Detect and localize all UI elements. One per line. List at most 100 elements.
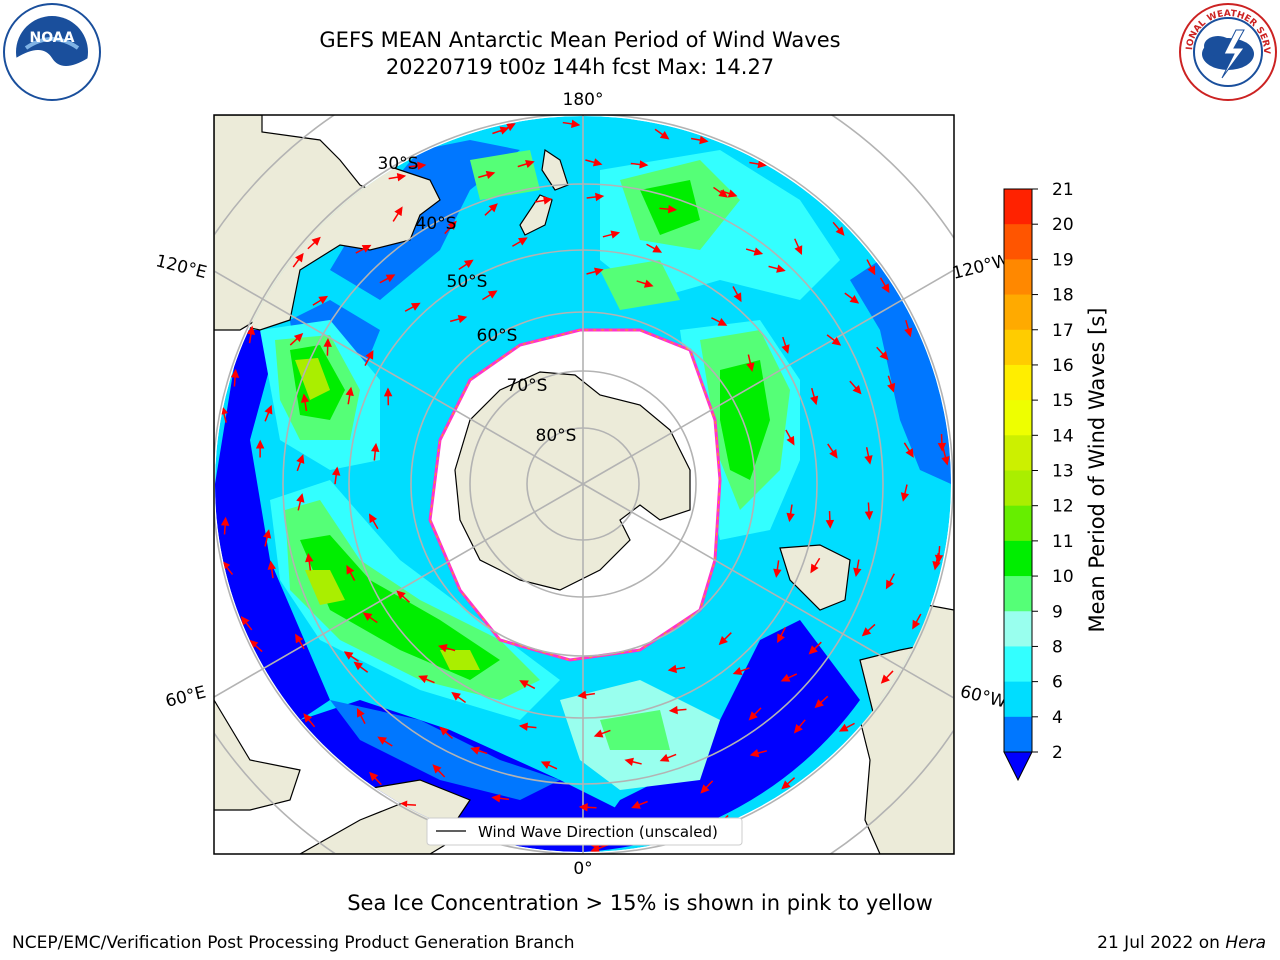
wind-arrow-head (852, 385, 862, 395)
colorbar-segment (1004, 259, 1032, 296)
wind-arrow-head (417, 161, 427, 171)
colorbar-tick-label: 9 (1052, 602, 1063, 622)
wind-arrow-head (849, 295, 860, 304)
wind-arrow-head (652, 244, 663, 253)
colorbar-tick-label: 10 (1052, 567, 1074, 587)
lon-label-120w: 120°W (950, 250, 1011, 283)
wind-arrow-head (525, 159, 535, 169)
colorbar: 2 4 6 8 9 10 11 12 13 14 15 16 17 18 19 20 21 (1003, 180, 1074, 782)
wind-arrow-head (825, 519, 835, 529)
wind-arrow-head (457, 314, 468, 324)
wind-arrow-head (255, 439, 265, 449)
colorbar-tick-label: 13 (1052, 462, 1074, 482)
wind-arrow-head (757, 159, 767, 169)
wind-arrow-head (781, 780, 791, 790)
colorbar-tick-label: 21 (1052, 180, 1074, 200)
colorbar-tick-label: 14 (1052, 426, 1074, 446)
producer-credit: NCEP/EMC/Verification Post Processing Pr… (12, 933, 575, 953)
wind-arrow-head (776, 264, 786, 273)
wind-arrow-head (356, 707, 365, 718)
wind-arrow-head (594, 267, 604, 276)
colorbar-tick-label: 20 (1052, 215, 1074, 235)
wind-arrow-head (667, 664, 678, 674)
wind-arrow-head (385, 274, 396, 283)
colorbar-segment (1004, 435, 1032, 471)
wind-arrow-head (838, 723, 849, 732)
wind-arrow-head (577, 690, 587, 700)
colorbar-segment (1004, 716, 1032, 753)
wind-arrow-head (593, 729, 604, 738)
wind-arrow-head (864, 455, 873, 465)
colorbar-segment (1004, 294, 1032, 331)
wind-arrow-head (396, 590, 406, 600)
wind-arrow-head (451, 691, 461, 701)
date-text: 21 Jul 2022 on (1097, 933, 1226, 953)
wind-arrow-head (487, 290, 498, 299)
wind-arrow-head (240, 616, 250, 626)
lat-label-30s: 30°S (378, 154, 419, 174)
wind-arrow-head (900, 492, 910, 502)
wind-arrow-head (835, 226, 845, 236)
wind-arrow-head (578, 803, 588, 812)
wind-arrow-head (592, 158, 603, 167)
colorbar-segment (1004, 540, 1032, 577)
wind-arrow-head (631, 800, 641, 809)
wind-arrow-head (718, 635, 728, 646)
wind-arrow-head (879, 351, 889, 361)
colorbar-segment (1004, 646, 1032, 683)
colorbar-segment (1004, 364, 1032, 401)
wind-arrow-head (463, 259, 474, 268)
wind-arrow-head (777, 633, 785, 644)
legend-label: Wind Wave Direction (unscaled) (478, 823, 718, 841)
wind-arrow-head (365, 350, 374, 360)
wind-arrow-head (887, 382, 896, 393)
wind-arrow-head (733, 292, 742, 303)
map-frame (213, 114, 955, 855)
wind-arrow-head (786, 435, 795, 446)
wind-arrow-head (303, 713, 313, 723)
wind-arrow-head (470, 746, 480, 755)
lon-label-0: 0° (573, 859, 592, 879)
wind-arrow-head (624, 757, 634, 766)
wind-arrow-head (293, 332, 304, 343)
sea-ice-note: Sea Ice Concentration > 15% is shown in … (347, 891, 933, 915)
lon-label-60w: 60°W (958, 682, 1009, 713)
wind-arrow-head (934, 554, 944, 564)
colorbar-segment (1004, 224, 1032, 260)
wind-arrow-head (518, 237, 528, 246)
wind-arrow-head (659, 130, 670, 140)
wind-arrow-head (353, 661, 364, 671)
colorbar-segment (1004, 400, 1032, 436)
colorbar-segment (1004, 681, 1032, 718)
colorbar-tick-label: 19 (1052, 250, 1074, 270)
wind-arrow-head (667, 204, 678, 214)
wind-arrow-head (410, 302, 421, 311)
wind-arrow-head (396, 172, 407, 182)
wind-arrow-head (369, 771, 379, 782)
wind-arrow-head (753, 247, 764, 256)
wind-arrow-head (718, 189, 728, 198)
colorbar-tick-label: 4 (1052, 708, 1063, 728)
wind-arrow-head (370, 442, 380, 453)
chart-subtitle: 20220719 t00z 144h fcst Max: 14.27 (385, 55, 775, 79)
colorbar-extend-triangle (1003, 751, 1033, 782)
generation-date: 21 Jul 2022 on Hera (1097, 933, 1266, 953)
wind-arrow-head (488, 203, 498, 213)
wind-arrow-head (437, 644, 448, 653)
wind-arrow-head (861, 627, 872, 637)
wind-arrow-head (793, 724, 803, 734)
wind-arrow-head (905, 448, 914, 458)
wind-arrow-head (786, 512, 795, 523)
wind-arrow-head (485, 170, 496, 179)
wind-arrow-head (540, 761, 551, 769)
wind-arrow-head (331, 466, 341, 476)
svg-text:NOAA: NOAA (30, 30, 75, 46)
wind-arrow-head (418, 675, 428, 684)
wind-arrow-head (659, 753, 670, 762)
wind-arrow-head (595, 192, 605, 202)
wind-arrow-head (346, 564, 355, 575)
wind-arrow-head (295, 252, 304, 263)
lat-label-80s: 80°S (536, 426, 577, 446)
wind-arrow-head (305, 552, 314, 563)
